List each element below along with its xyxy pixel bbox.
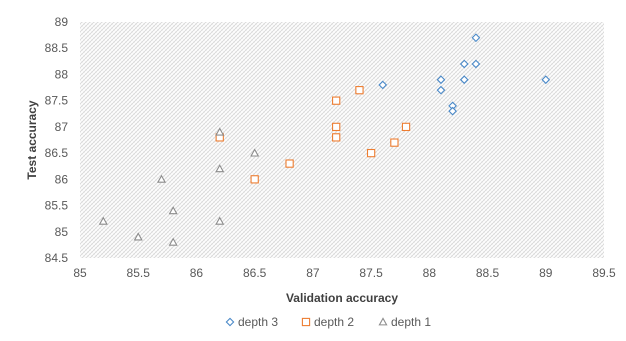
legend-marker-depth-2: [301, 317, 311, 327]
point-depth-1: [168, 237, 178, 246]
y-tick-label: 87: [55, 120, 69, 134]
x-tick-label: 85.5: [127, 266, 151, 280]
point-depth-1: [98, 216, 108, 225]
point-depth-3: [436, 75, 446, 85]
x-tick-label: 85: [73, 266, 87, 280]
x-tick-label: 86: [190, 266, 204, 280]
legend-label: depth 2: [314, 315, 354, 329]
legend-marker-depth-1: [378, 317, 388, 326]
point-depth-1: [250, 148, 260, 157]
x-tick-label: 86.5: [243, 266, 267, 280]
legend-label: depth 3: [238, 315, 278, 329]
y-tick-label: 87.5: [45, 94, 69, 108]
x-tick-label: 87.5: [359, 266, 383, 280]
point-depth-2: [332, 122, 341, 132]
legend-item-depth-1: depth 1: [378, 315, 431, 329]
point-depth-1: [156, 174, 167, 183]
point-depth-3: [471, 59, 481, 69]
point-depth-3: [448, 106, 458, 116]
x-tick-label: 88.5: [476, 266, 500, 280]
x-tick-label: 88: [423, 266, 437, 280]
point-depth-2: [366, 148, 376, 158]
y-tick-label: 86.5: [45, 146, 69, 160]
point-depth-2: [332, 96, 341, 105]
y-tick-label: 88: [55, 67, 69, 81]
point-depth-2: [250, 175, 259, 184]
legend-label: depth 1: [391, 315, 431, 329]
x-axis-title: Validation accuracy: [286, 291, 398, 305]
y-axis-ticks: 84.5 85 85.5 86 86.5 87 87.5 88 88.5 89: [45, 15, 69, 265]
legend-item-depth-3: depth 3: [225, 315, 278, 329]
x-tick-label: 89.5: [592, 266, 616, 280]
point-depth-3: [459, 75, 469, 85]
y-tick-label: 85.5: [45, 199, 69, 213]
point-depth-2: [332, 133, 341, 142]
y-tick-label: 84.5: [45, 251, 69, 265]
point-depth-3: [436, 85, 446, 95]
legend: depth 3 depth 2 depth 1: [225, 315, 431, 329]
point-depth-2: [390, 138, 399, 147]
point-depth-1: [215, 164, 225, 173]
point-depth-3: [459, 59, 469, 69]
y-tick-label: 89: [55, 15, 69, 29]
point-depth-1: [215, 127, 225, 136]
legend-marker-depth-3: [225, 317, 235, 327]
point-depth-1: [215, 216, 225, 225]
point-depth-3: [471, 33, 481, 43]
y-axis-title: Test accuracy: [25, 100, 39, 179]
data-points: [98, 33, 551, 246]
x-tick-label: 87: [306, 266, 320, 280]
point-depth-1: [168, 206, 178, 215]
y-tick-label: 88.5: [45, 41, 69, 55]
x-tick-label: 89: [539, 266, 553, 280]
point-depth-3: [541, 75, 551, 85]
point-depth-2: [285, 159, 294, 168]
legend-item-depth-2: depth 2: [301, 315, 354, 329]
point-depth-2: [401, 122, 411, 132]
y-tick-label: 86: [55, 172, 69, 186]
x-axis-ticks: 85 85.5 86 86.5 87 87.5 88 88.5 89 89.5: [73, 266, 616, 280]
plot-area: [80, 22, 604, 258]
point-depth-3: [378, 80, 388, 90]
point-depth-2: [355, 86, 364, 95]
y-tick-label: 85: [55, 225, 69, 239]
point-depth-1: [133, 232, 143, 241]
